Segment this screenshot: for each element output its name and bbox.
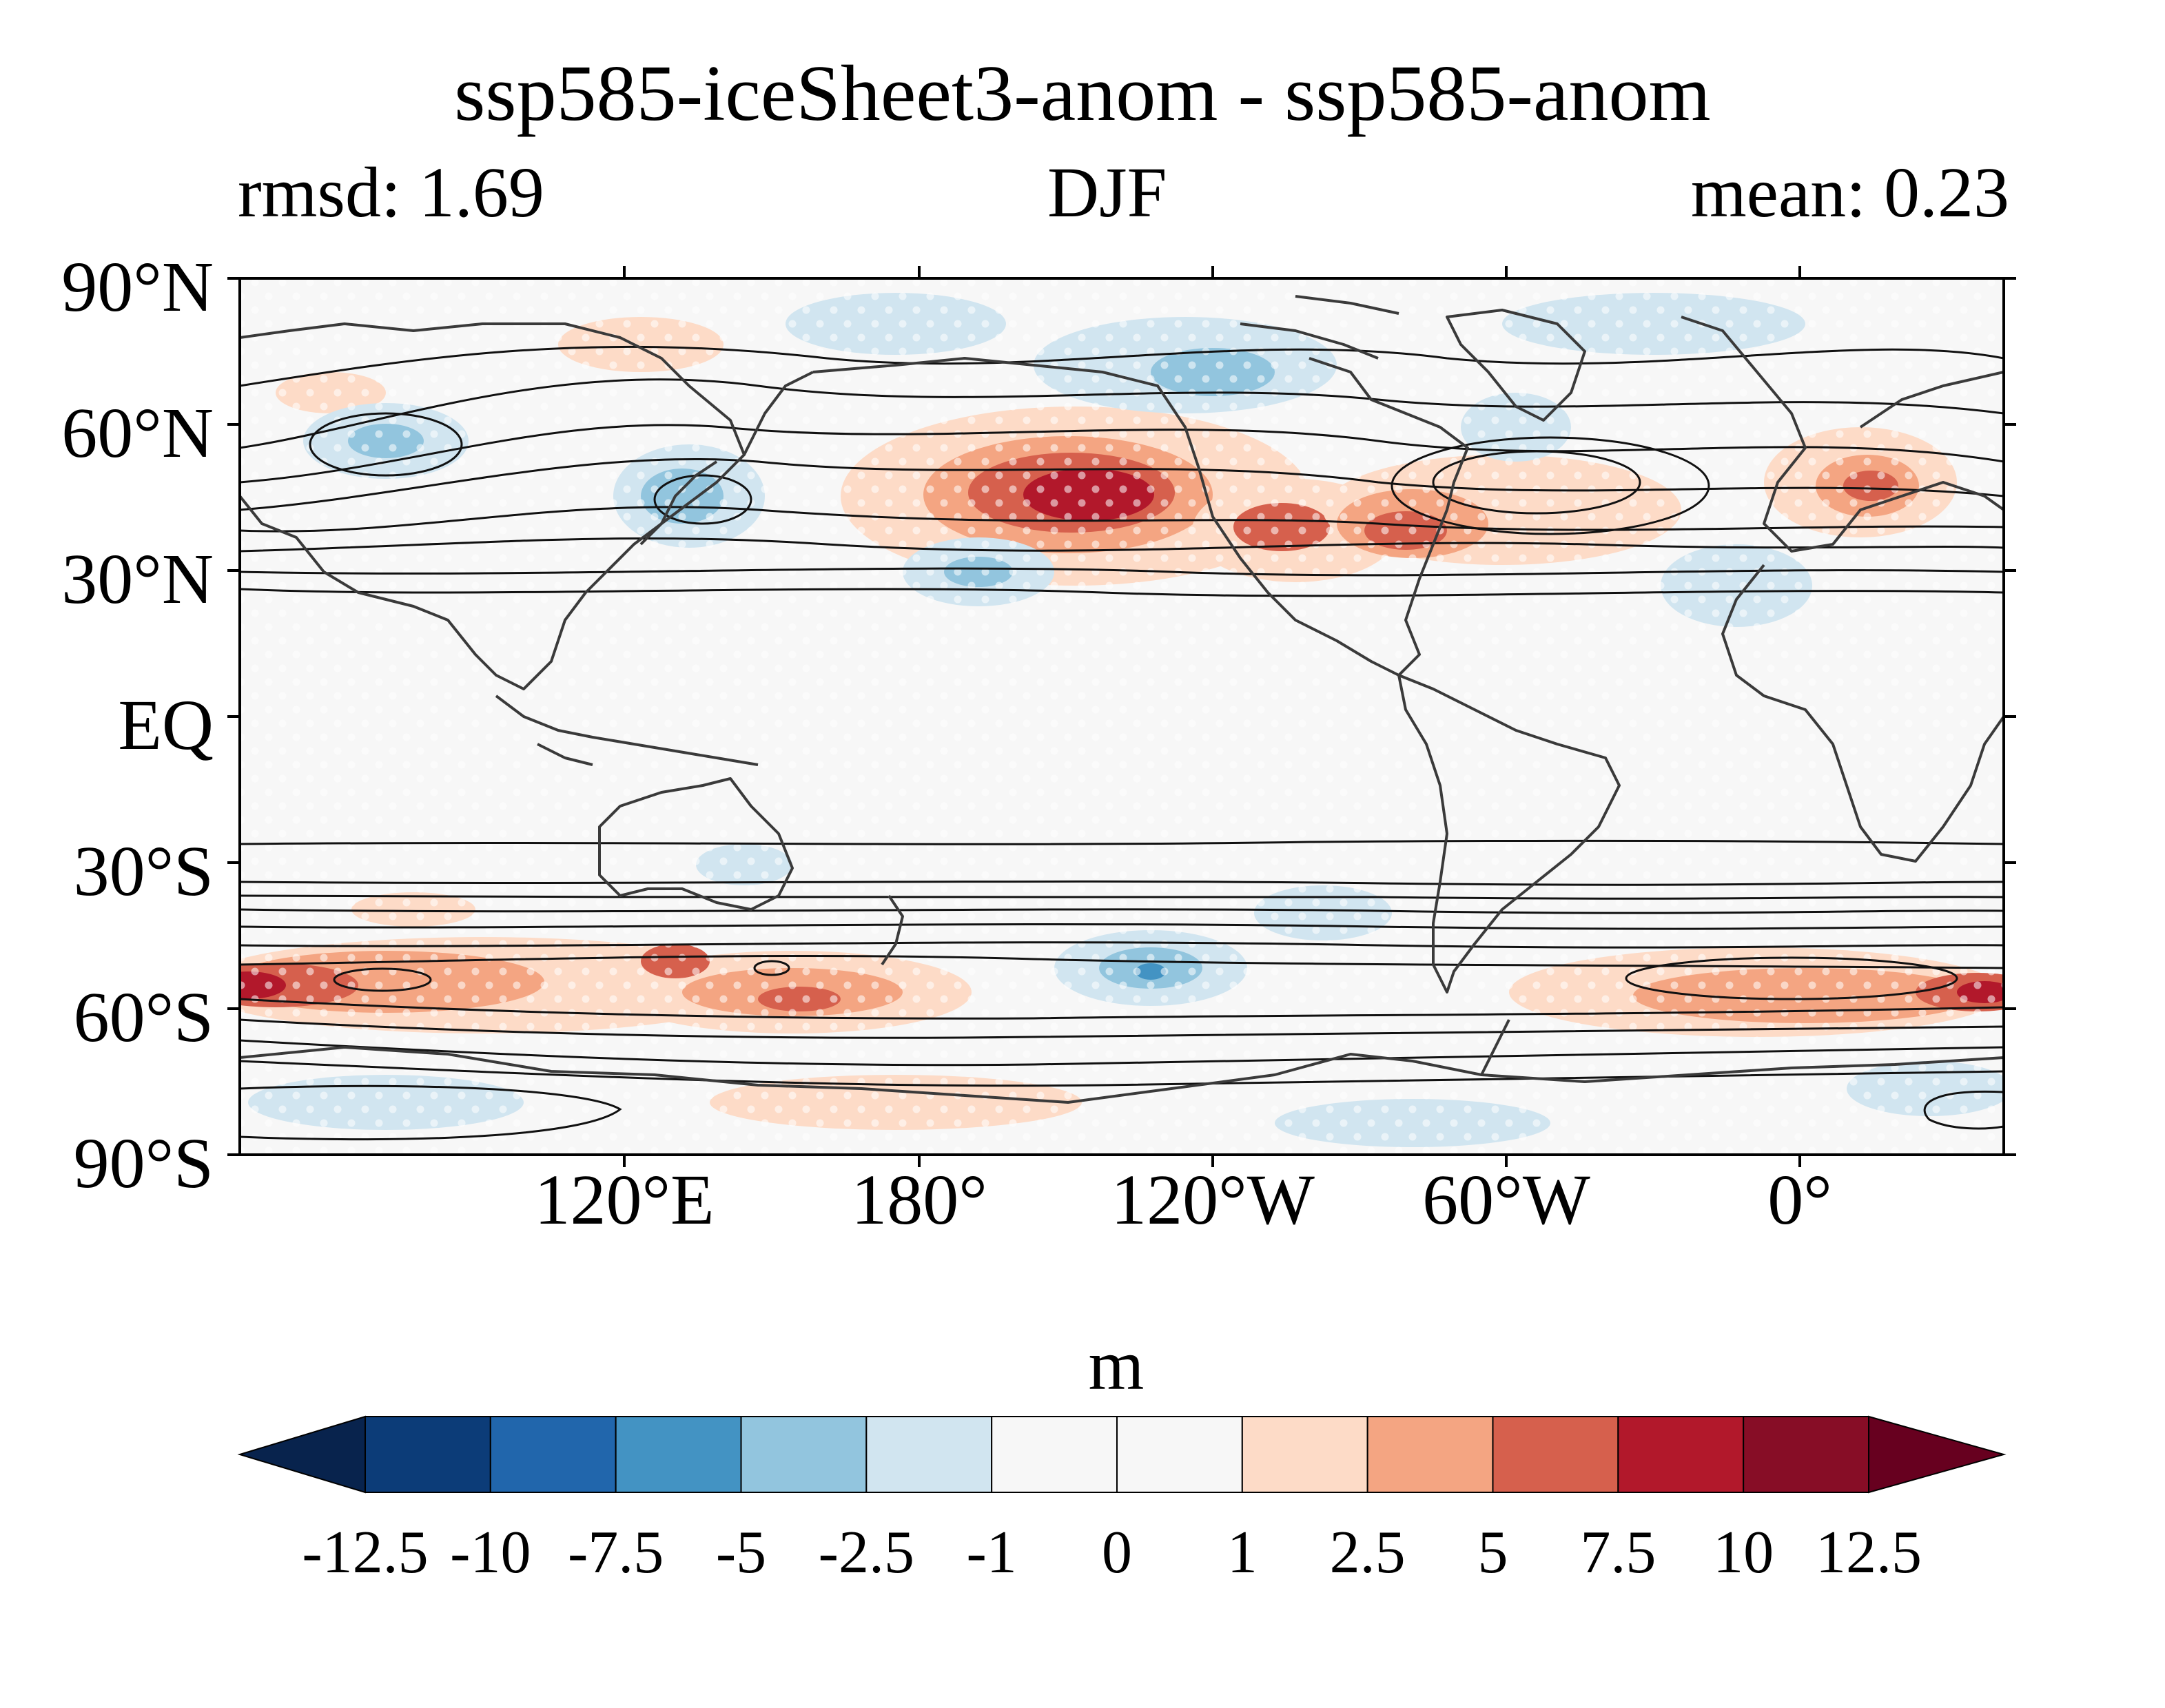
coastline-antarctic-peninsula	[1480, 1019, 1510, 1076]
contour-line	[1923, 1090, 2004, 1130]
coastline-south-america	[1397, 674, 1621, 994]
contour-line	[1625, 956, 1958, 1000]
axis-ticks	[227, 266, 2016, 1167]
contour-line	[1432, 450, 1641, 515]
significance-stippling	[240, 278, 2004, 1155]
coastline-africa	[1721, 564, 2004, 863]
contour-line	[653, 474, 752, 525]
contour-line	[240, 424, 2004, 484]
coastline-antarctica	[240, 1046, 2004, 1104]
coastline-europe	[1681, 316, 2004, 553]
coastline-maritime	[495, 694, 759, 766]
colorbar-tick-label: 1	[1227, 1519, 1258, 1586]
contour-line	[240, 908, 2004, 914]
y-tick-label: 30°N	[61, 539, 214, 619]
x-tick-label: 60°W	[1422, 1160, 1590, 1239]
coastline-japan	[639, 460, 718, 546]
colorbar-segment	[1116, 1416, 1243, 1493]
colorbar-tick-label: -5	[715, 1519, 767, 1586]
coastline-north-america	[812, 357, 1469, 677]
x-tick-label: 180°	[851, 1160, 987, 1239]
y-tick-label: 90°N	[61, 247, 214, 327]
colorbar-extend-max	[1868, 1415, 2007, 1494]
colorbar-segment	[1743, 1416, 1870, 1493]
coastline-europe-north	[1859, 371, 2004, 429]
colorbar-tick-label: -12.5	[302, 1519, 429, 1586]
colorbar-segment	[615, 1416, 742, 1493]
coastline-kamchatka	[743, 371, 814, 455]
contour-line	[240, 378, 2004, 449]
coastline-australia	[598, 777, 794, 911]
contour-line	[309, 412, 463, 477]
colorbar-segment	[1492, 1416, 1619, 1493]
colorbar-tick-label: -10	[450, 1519, 531, 1586]
x-tick-label: 0°	[1767, 1160, 1832, 1239]
y-tick-label: 60°N	[61, 393, 214, 473]
contour-line	[333, 967, 432, 992]
contour-line	[240, 1084, 622, 1141]
colorbar-tick-label: -7.5	[568, 1519, 664, 1586]
x-tick-label: 120°E	[534, 1160, 715, 1239]
contour-lines	[240, 345, 2004, 1141]
mean-subtitle: mean: 0.23	[1690, 153, 2009, 232]
contour-line	[240, 506, 2004, 533]
contour-line	[240, 537, 2004, 553]
contour-line	[240, 923, 2004, 930]
contour-line	[240, 839, 2004, 845]
colorbar-extend-min	[237, 1415, 366, 1494]
colorbar-segment	[991, 1416, 1118, 1493]
colorbar-tick-label: 0	[1102, 1519, 1132, 1586]
contour-line	[240, 1018, 2004, 1039]
coastline-arctic-islands	[1295, 295, 1399, 315]
colorbar-segment	[489, 1416, 617, 1493]
coastline-maritime	[537, 743, 593, 766]
colorbar-segment	[1617, 1416, 1745, 1493]
y-tick-label: 90°S	[73, 1124, 214, 1203]
y-tick-label: 30°S	[73, 832, 214, 911]
colorbar-segment	[865, 1416, 993, 1493]
contour-line	[240, 345, 2004, 387]
season-subtitle: DJF	[1047, 153, 1167, 232]
colorbar-segment	[1241, 1416, 1368, 1493]
colorbar-tick-label: -1	[966, 1519, 1017, 1586]
colorbar	[237, 1415, 2007, 1494]
contour-line	[240, 588, 2004, 597]
y-tick-label: 60°S	[73, 978, 214, 1057]
colorbar-tick-label: 10	[1713, 1519, 1774, 1586]
contour-line	[753, 960, 790, 976]
colorbar-units: m	[1088, 1326, 1145, 1405]
y-tick-label: EQ	[118, 686, 214, 765]
colorbar-tick-label: 7.5	[1580, 1519, 1656, 1586]
colorbar-segment	[740, 1416, 868, 1493]
contour-line	[240, 1039, 2004, 1067]
coastlines	[240, 295, 2004, 1104]
contour-line	[240, 894, 2004, 900]
colorbar-tick-label: -2.5	[818, 1519, 914, 1586]
colorbar-tick-label: 2.5	[1329, 1519, 1406, 1586]
figure-title: ssp585-iceSheet3-anom - ssp585-anom	[454, 50, 1711, 138]
coastline-new-zealand	[881, 894, 904, 966]
contour-line	[240, 880, 2004, 886]
rmsd-subtitle: rmsd: 1.69	[238, 153, 544, 232]
contour-line	[240, 457, 2004, 511]
contour-line	[240, 941, 2004, 949]
colorbar-tick-label: 5	[1477, 1519, 1508, 1586]
coastline-arctic-islands	[1240, 322, 1379, 360]
contour-line	[1391, 436, 1710, 535]
contour-line	[240, 567, 2004, 577]
colorbar-segment	[1366, 1416, 1494, 1493]
colorbar-tick-label: 12.5	[1816, 1519, 1922, 1586]
contour-line	[240, 998, 2004, 1020]
colorbar-segment	[365, 1416, 491, 1493]
x-tick-label: 120°W	[1111, 1160, 1315, 1239]
coastline-greenland	[1446, 309, 1586, 422]
coastline-east-asia	[240, 322, 746, 690]
